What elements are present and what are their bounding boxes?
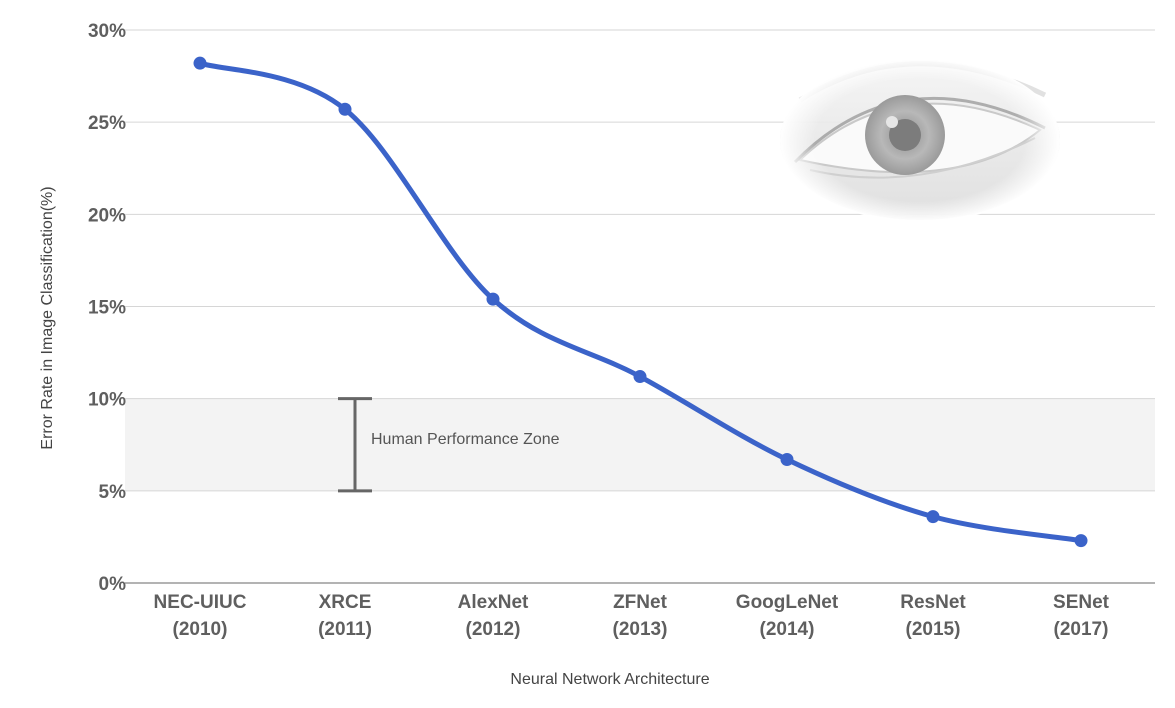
y-tick-label: 30% — [88, 21, 126, 42]
x-tick-label: (2012) — [466, 619, 521, 640]
x-tick-label: SENet — [1053, 592, 1110, 613]
eye-image — [780, 58, 1060, 222]
x-tick-label: ResNet — [900, 592, 966, 613]
x-tick-label: (2014) — [760, 619, 815, 640]
y-tick-label: 25% — [88, 113, 126, 134]
x-tick-label: GoogLeNet — [736, 592, 839, 613]
data-point — [193, 56, 207, 70]
x-axis-ticks: NEC-UIUC (2010) XRCE (2011) AlexNet (2012) ZFN… — [154, 592, 1110, 640]
y-tick-label: 10% — [88, 390, 126, 411]
y-tick-label: 5% — [99, 482, 127, 503]
human-performance-zone-band — [125, 398, 1155, 491]
human-performance-zone-label: Human Performance Zone — [371, 431, 560, 448]
data-point — [338, 102, 352, 116]
x-tick-label: (2011) — [318, 619, 372, 640]
x-tick-label: XRCE — [319, 592, 372, 613]
y-axis-title: Error Rate in Image Classification(%) — [39, 186, 56, 449]
data-point — [780, 452, 794, 466]
x-axis-title: Neural Network Architecture — [510, 671, 709, 688]
y-axis-ticks: 0% 5% 10% 15% 20% 25% 30% — [88, 21, 126, 595]
grid-lines — [125, 29, 1155, 584]
data-point — [1074, 534, 1088, 548]
x-tick-label: (2015) — [906, 619, 961, 640]
x-tick-label: NEC-UIUC — [154, 592, 247, 613]
x-tick-label: (2017) — [1054, 619, 1109, 640]
data-point — [633, 370, 647, 384]
x-tick-label: AlexNet — [458, 592, 529, 613]
data-points — [193, 56, 1088, 548]
data-point — [926, 510, 940, 524]
y-tick-label: 20% — [88, 205, 126, 226]
x-tick-label: (2013) — [613, 619, 668, 640]
y-tick-label: 15% — [88, 298, 126, 319]
x-tick-label: (2010) — [173, 619, 228, 640]
x-tick-label: ZFNet — [613, 592, 668, 613]
human-performance-zone-bracket — [338, 397, 372, 493]
y-tick-label: 0% — [99, 574, 127, 595]
data-point — [486, 292, 500, 306]
